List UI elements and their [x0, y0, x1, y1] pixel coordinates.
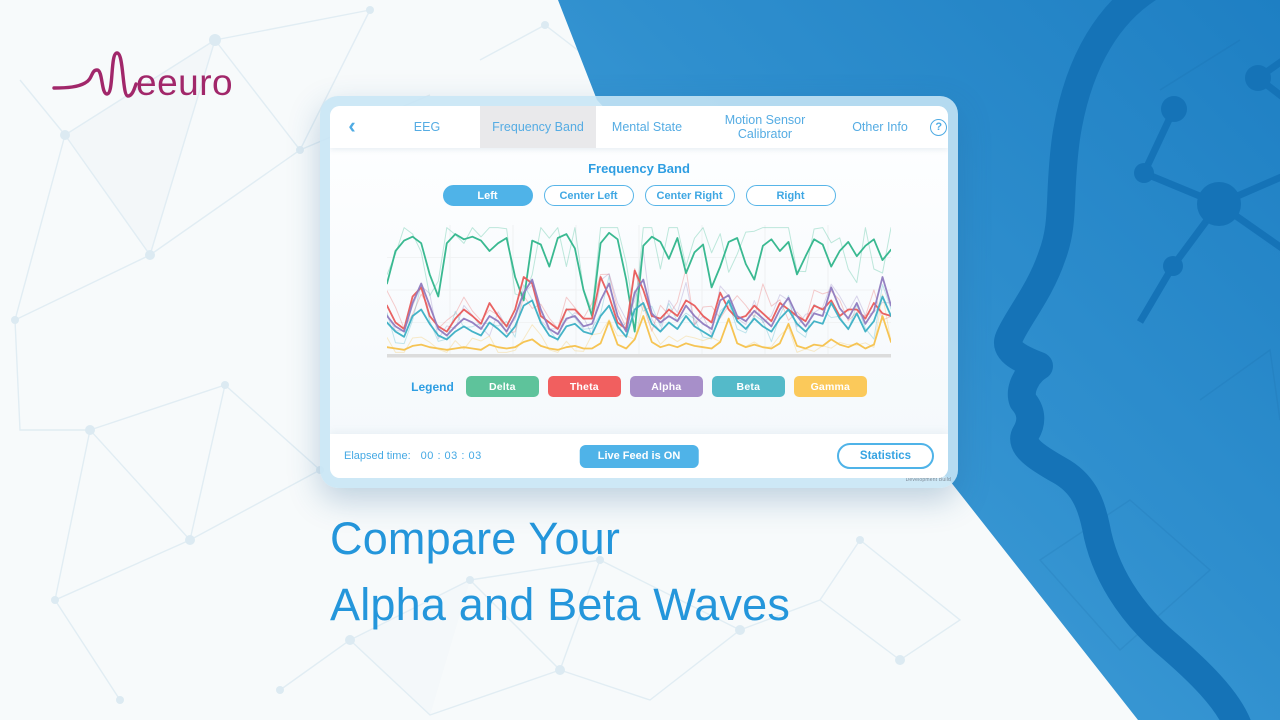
back-button[interactable]: ‹ — [330, 106, 374, 148]
legend-items: Delta Theta Alpha Beta Gamma — [465, 376, 867, 397]
channel-button-center-right[interactable]: Center Right — [644, 185, 735, 206]
network-nodes-light — [11, 6, 905, 704]
tab-list: EEG Frequency Band Mental State Motion Sens… — [374, 106, 930, 148]
logo-wave-icon — [52, 51, 138, 98]
molecule-graphic — [1134, 58, 1280, 324]
app-window: ‹ EEG Frequency Band Mental State Motion Se… — [320, 96, 958, 488]
legend-label: Legend — [411, 379, 454, 394]
chart-area — [386, 219, 892, 364]
headline-line1: Compare Your — [330, 513, 621, 564]
tab-eeg[interactable]: EEG — [413, 119, 441, 134]
legend-pill-gamma: Gamma — [793, 376, 867, 397]
logo-text: eeuro — [136, 62, 234, 103]
head-silhouette — [994, 0, 1251, 720]
watermark-text: Development Build — [905, 477, 951, 483]
tab-frequency-band[interactable]: Frequency Band — [480, 106, 596, 148]
tab-other-info[interactable]: Other Info — [852, 119, 908, 134]
channel-button-row: Left Center Left Center Right Right — [330, 185, 948, 206]
tab-motion-sensor-calibrator[interactable]: Motion Sensor Calibrator — [724, 112, 806, 141]
help-button[interactable]: ? — [930, 106, 949, 148]
headline-line2: Alpha and Beta Waves — [330, 579, 791, 630]
live-feed-button[interactable]: Live Feed is ON — [579, 444, 699, 468]
app-screen: ‹ EEG Frequency Band Mental State Motion Se… — [330, 106, 948, 478]
channel-button-center-left[interactable]: Center Left — [543, 185, 634, 206]
status-bar: Elapsed time: 00 : 03 : 03 Live Feed is … — [330, 434, 948, 478]
statistics-button[interactable]: Statistics — [837, 443, 934, 469]
elapsed-time: Elapsed time: 00 : 03 : 03 — [344, 450, 482, 462]
elapsed-value: 00 : 03 : 03 — [420, 450, 482, 462]
legend-pill-delta: Delta — [465, 376, 539, 397]
page-title: Frequency Band — [588, 161, 690, 176]
channel-button-right[interactable]: Right — [745, 185, 836, 206]
eeg-chart — [386, 225, 892, 358]
channel-button-left[interactable]: Left — [442, 185, 533, 206]
neeuro-logo: eeuro — [52, 46, 262, 112]
headline: Compare Your Alpha and Beta Waves — [330, 506, 790, 638]
legend-row: Legend Delta Theta Alpha Beta Gamma — [330, 376, 948, 397]
help-icon: ? — [930, 118, 948, 136]
chevron-left-icon: ‹ — [348, 112, 356, 138]
legend-pill-theta: Theta — [547, 376, 621, 397]
tab-bar: ‹ EEG Frequency Band Mental State Motion Se… — [330, 106, 948, 148]
legend-pill-alpha: Alpha — [629, 376, 703, 397]
tab-mental-state[interactable]: Mental State — [611, 119, 683, 134]
elapsed-label: Elapsed time: — [344, 450, 411, 462]
legend-pill-beta: Beta — [711, 376, 785, 397]
content-panel: Frequency Band Left Center Left Center Rig… — [330, 148, 948, 434]
